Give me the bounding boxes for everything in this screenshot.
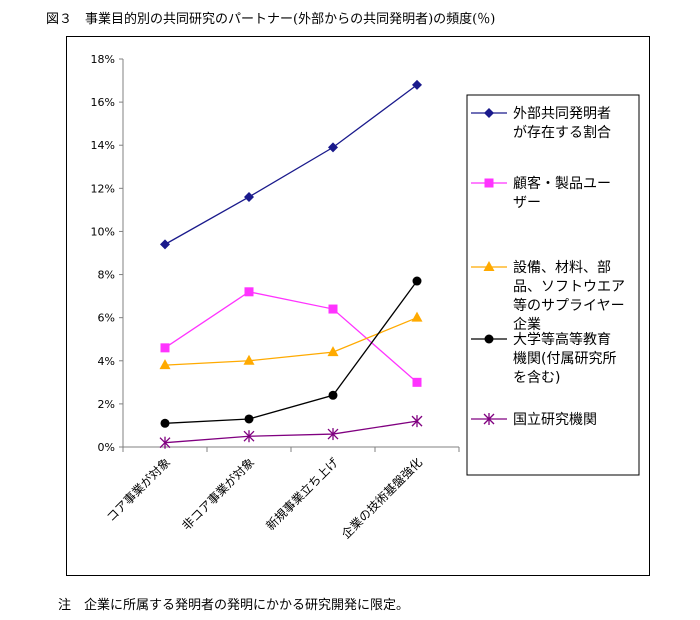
legend-label: 設備、材料、部 bbox=[513, 260, 611, 276]
y-tick-label: 2% bbox=[98, 398, 115, 411]
data-point bbox=[160, 239, 170, 250]
data-point bbox=[244, 414, 254, 424]
y-tick-label: 0% bbox=[98, 441, 115, 454]
data-point bbox=[160, 418, 170, 428]
chart-area: 0% 2% 4% 6% 8% 10% 12% 14% 16% 18% コア事業が対象 非コア事業が対象… bbox=[66, 36, 650, 576]
x-tick-label: 企業の技術基盤強化 bbox=[338, 455, 425, 542]
figure-title: 図３ 事業目的別の共同研究のパートナー(外部からの共同発明者)の頻度(％) bbox=[46, 12, 496, 27]
y-tick-label: 10% bbox=[91, 225, 115, 238]
y-tick-label: 14% bbox=[91, 139, 115, 152]
data-point bbox=[160, 343, 170, 353]
data-point bbox=[412, 79, 422, 90]
legend-marker bbox=[484, 108, 494, 118]
data-point bbox=[328, 390, 338, 400]
y-tick-label: 8% bbox=[98, 269, 115, 282]
data-point bbox=[411, 415, 423, 428]
data-point bbox=[243, 354, 255, 365]
series-line-4 bbox=[164, 280, 418, 424]
series-line-3 bbox=[164, 317, 418, 366]
y-tick-label: 6% bbox=[98, 312, 115, 325]
data-point bbox=[159, 359, 171, 370]
data-point bbox=[411, 311, 423, 322]
data-point bbox=[327, 428, 339, 441]
x-tick-label: 非コア事業が対象 bbox=[179, 455, 257, 533]
legend-label: 機関(付属研究所 bbox=[513, 351, 616, 367]
data-point bbox=[412, 276, 422, 286]
y-tick-label: 4% bbox=[98, 355, 115, 368]
legend-label: 大学等高等教育 bbox=[513, 331, 611, 348]
data-point bbox=[243, 430, 255, 443]
series-line-2 bbox=[164, 291, 418, 383]
legend-label: 品、ソフトウエア bbox=[513, 279, 625, 295]
legend-label: ザー bbox=[513, 195, 541, 211]
x-tick-label: 新規事業立ち上げ bbox=[263, 455, 341, 533]
legend-label: 等のサプライヤー bbox=[513, 297, 625, 314]
data-point bbox=[159, 436, 171, 449]
data-point bbox=[328, 304, 338, 314]
legend-marker bbox=[483, 261, 495, 271]
data-point bbox=[327, 346, 339, 357]
legend-label: 国立研究機関 bbox=[513, 412, 597, 428]
legend-label: 外部共同発明者 bbox=[513, 106, 611, 122]
footnote: 注 企業に所属する発明者の発明にかかる研究開発に限定。 bbox=[58, 598, 410, 613]
y-tick-label: 18% bbox=[91, 53, 115, 66]
legend-marker bbox=[483, 413, 495, 425]
data-point bbox=[328, 142, 338, 153]
x-tick-label: コア事業が対象 bbox=[103, 455, 173, 525]
line-chart: 0% 2% 4% 6% 8% 10% 12% 14% 16% 18% コア事業が対象 非コア事業が対象… bbox=[91, 53, 640, 542]
legend-box bbox=[466, 94, 640, 476]
y-tick-label: 16% bbox=[91, 96, 115, 109]
legend-label: が存在する割合 bbox=[513, 124, 611, 141]
data-point bbox=[244, 287, 254, 297]
legend-marker bbox=[484, 334, 494, 344]
series-line-5 bbox=[164, 420, 418, 444]
legend-marker bbox=[484, 178, 494, 188]
y-tick-label: 12% bbox=[91, 182, 115, 195]
data-point bbox=[412, 377, 422, 387]
series-line-1 bbox=[164, 84, 418, 245]
legend-label: 企業 bbox=[513, 316, 541, 333]
legend-label: 顧客・製品ユー bbox=[513, 175, 611, 192]
legend-label: を含む) bbox=[513, 370, 560, 386]
data-point bbox=[244, 191, 254, 202]
